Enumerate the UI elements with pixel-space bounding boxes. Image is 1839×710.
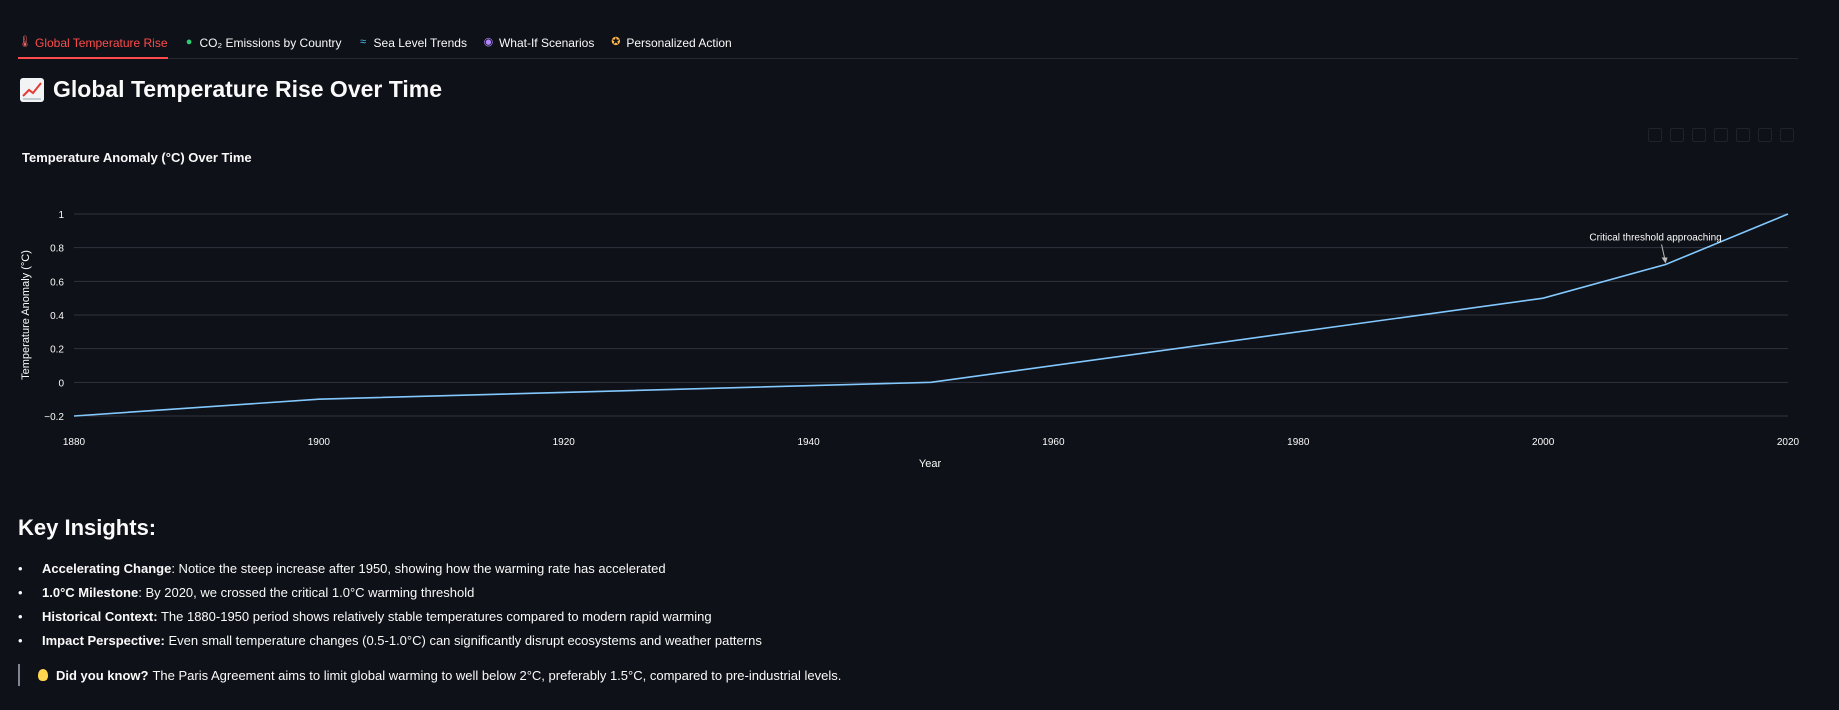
list-item: Impact Perspective: Even small temperatu… — [18, 632, 762, 656]
insight-label: Impact Perspective: — [42, 633, 165, 648]
compass-icon: ✪ — [611, 36, 621, 48]
insight-text: : By 2020, we crossed the critical 1.0°C… — [138, 585, 475, 600]
insights-list: Accelerating Change: Notice the steep in… — [18, 560, 762, 656]
chart-increasing-icon — [20, 77, 44, 102]
globe-icon: ● — [185, 36, 193, 48]
zoom-icon[interactable] — [1670, 128, 1684, 142]
list-item: Historical Context: The 1880-1950 period… — [18, 608, 762, 632]
y-tick-label: 0.8 — [50, 244, 64, 255]
insight-label: 1.0°C Milestone — [42, 585, 139, 600]
temperature-chart[interactable]: −0.2 0 0.2 0.4 0.6 0.8 1 1880 1900 1920 1940 1960 19… — [0, 0, 1839, 480]
insight-label: Historical Context: — [42, 609, 158, 624]
list-item: 1.0°C Milestone: By 2020, we crossed the… — [18, 584, 762, 608]
chart-title: Temperature Anomaly (°C) Over Time — [22, 150, 252, 165]
lightbulb-icon — [38, 669, 48, 681]
tab-global-temperature[interactable]: 🌡 Global Temperature Rise — [18, 28, 168, 59]
x-tick-label: 1920 — [553, 437, 576, 448]
tab-personalized-action[interactable]: ✪ Personalized Action — [609, 28, 732, 57]
page-title: Global Temperature Rise Over Time — [20, 76, 442, 103]
tab-sea-level[interactable]: ≈ Sea Level Trends — [357, 28, 467, 57]
page-title-text: Global Temperature Rise Over Time — [53, 76, 443, 102]
x-axis-label: Year — [919, 458, 942, 470]
annotation-arrowhead — [1661, 257, 1668, 264]
x-tick-label: 1880 — [63, 437, 86, 448]
chart-modebar[interactable] — [1648, 128, 1794, 142]
tab-label: Global Temperature Rise — [35, 35, 168, 50]
y-tick-label: 1 — [58, 210, 64, 221]
insight-text: The 1880-1950 period shows relatively st… — [157, 609, 712, 624]
camera-icon[interactable] — [1648, 128, 1662, 142]
y-tick-label: 0.4 — [50, 311, 64, 322]
tab-what-if[interactable]: ◉ What-If Scenarios — [482, 28, 595, 57]
x-tick-label: 1940 — [797, 437, 820, 448]
annotation-label: Critical threshold approaching — [1589, 233, 1721, 244]
wave-icon: ≈ — [360, 36, 367, 48]
y-tick-label: 0.2 — [50, 345, 64, 356]
tip-text: The Paris Agreement aims to limit global… — [152, 667, 842, 683]
tab-bar: 🌡 Global Temperature Rise ● CO₂ Emission… — [18, 28, 1798, 59]
tab-co2-emissions[interactable]: ● CO₂ Emissions by Country — [183, 28, 342, 57]
tab-label: Sea Level Trends — [373, 35, 467, 50]
list-item: Accelerating Change: Notice the steep in… — [18, 560, 762, 584]
insight-text: Even small temperature changes (0.5-1.0°… — [164, 633, 762, 648]
y-tick-label: −0.2 — [44, 412, 64, 423]
zoom-in-icon[interactable] — [1714, 128, 1728, 142]
tab-label: CO₂ Emissions by Country — [199, 35, 342, 50]
thermometer-icon: 🌡 — [18, 36, 32, 48]
series-line[interactable] — [73, 213, 1789, 417]
x-tick-label: 2000 — [1532, 437, 1555, 448]
autoscale-icon[interactable] — [1758, 128, 1772, 142]
crystal-ball-icon: ◉ — [483, 36, 494, 48]
insights-title: Key Insights: — [18, 515, 157, 540]
tip-label: Did you know? — [56, 667, 149, 683]
tab-label: Personalized Action — [626, 35, 732, 50]
insight-text: : Notice the steep increase after 1950, … — [171, 561, 666, 576]
zoom-out-icon[interactable] — [1736, 128, 1750, 142]
insight-label: Accelerating Change — [42, 561, 172, 576]
y-axis-label: Temperature Anomaly (°C) — [20, 250, 32, 380]
tab-label: What-If Scenarios — [498, 35, 595, 50]
x-tick-label: 2020 — [1777, 437, 1800, 448]
pan-icon[interactable] — [1692, 128, 1706, 142]
y-tick-label: 0.6 — [50, 277, 64, 288]
reset-axes-icon[interactable] — [1780, 128, 1794, 142]
y-tick-label: 0 — [58, 378, 64, 389]
x-tick-label: 1980 — [1287, 437, 1310, 448]
did-you-know-callout: Did you know? The Paris Agreement aims t… — [18, 664, 841, 686]
x-tick-label: 1900 — [308, 437, 331, 448]
x-tick-label: 1960 — [1042, 437, 1065, 448]
